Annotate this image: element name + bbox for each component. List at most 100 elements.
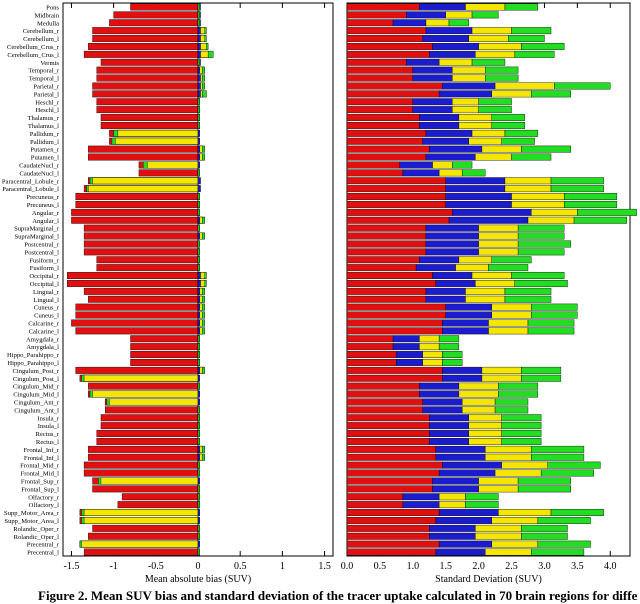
sd-bar-segment: [346, 106, 414, 114]
sd-bar-segment: [346, 453, 437, 461]
sd-bar-segment: [452, 161, 473, 169]
sd-bar-segment: [442, 366, 483, 374]
sd-bar-segment: [485, 66, 519, 74]
region-label: Fusiform_r: [29, 257, 59, 264]
sd-bar-segment: [491, 311, 532, 319]
sd-bar-segment: [419, 343, 440, 351]
bias-bar: [197, 445, 200, 453]
bias-bar: [113, 11, 199, 19]
sd-bar-segment: [468, 422, 502, 430]
sd-bar-segment: [498, 382, 539, 390]
sd-xtick-label: 3.0: [538, 561, 551, 572]
sd-bar-segment: [452, 66, 486, 74]
sd-bar-segment: [435, 453, 486, 461]
bias-bar: [197, 256, 200, 264]
sd-bar-segment: [425, 129, 473, 137]
region-label: Hippo_Parahippo_l: [7, 360, 59, 367]
sd-bar-segment: [514, 280, 568, 287]
bias-bar: [81, 540, 199, 548]
sd-bar-segment: [461, 169, 486, 177]
sd-bar-segment: [488, 319, 529, 327]
region-label: Frontal_Mid_l: [21, 471, 60, 478]
sd-bar-segment: [346, 493, 404, 501]
region-label: Postcentral_r: [24, 241, 60, 248]
region-label: Parietal_l: [34, 91, 59, 98]
sd-bar-segment: [478, 224, 519, 232]
sd-bar-segment: [346, 114, 420, 121]
sd-bar-segment: [346, 390, 420, 398]
sd-bar-segment: [406, 58, 440, 66]
sd-bar-segment: [475, 50, 516, 58]
bias-bar: [197, 3, 200, 11]
bias-bar: [197, 532, 200, 540]
bias-bar: [83, 248, 199, 256]
sd-bar-segment: [346, 264, 417, 272]
sd-bar-segment: [425, 19, 450, 27]
sd-bar-segment: [422, 398, 463, 406]
sd-bar-segment: [438, 169, 463, 177]
sd-bar-segment: [435, 517, 492, 524]
sd-bar-segment: [491, 90, 532, 98]
sd-bar-segment: [498, 390, 539, 398]
sd-bar-segment: [346, 122, 420, 129]
bias-bar: [96, 98, 199, 106]
bias-bar: [197, 35, 201, 42]
region-label: Cingulum_Mid_l: [13, 392, 59, 399]
sd-bar-segment: [346, 185, 446, 193]
sd-bar-segment: [346, 169, 404, 177]
bias-bar: [197, 493, 200, 501]
sd-bar-segment: [346, 303, 446, 311]
sd-bar-segment: [511, 27, 552, 35]
region-label: Fusiform_l: [30, 265, 59, 272]
sd-bar-segment: [402, 169, 440, 177]
sd-bar-segment: [422, 137, 469, 145]
sd-bar-segment: [438, 469, 496, 477]
bias-bar: [197, 19, 200, 27]
bias-bar: [197, 509, 200, 516]
region-label: SupraMarginal_l: [14, 234, 59, 241]
region-label: Frontal_Inf_r: [23, 447, 59, 454]
sd-bar-segment: [478, 477, 519, 485]
region-label: Cingulum_Post_l: [13, 376, 59, 383]
sd-bar-segment: [531, 303, 578, 311]
sd-bar-segment: [442, 327, 489, 335]
sd-bar-segment: [485, 445, 532, 453]
sd-bar-segment: [346, 477, 433, 485]
sd-bar-segment: [422, 35, 469, 42]
sd-bar-segment: [346, 272, 433, 279]
region-label: Precentral_r: [27, 542, 60, 549]
bias-bar: [71, 216, 199, 224]
sd-bar-segment: [461, 398, 496, 406]
sd-bar-segment: [563, 193, 618, 200]
sd-bar-segment: [346, 177, 446, 185]
sd-bar-segment: [465, 295, 506, 303]
sd-bar-segment: [419, 122, 460, 129]
sd-bar-segment: [438, 343, 460, 351]
sd-xtick-label: 4.0: [604, 561, 617, 572]
sd-bar-segment: [402, 501, 440, 509]
sd-bar-segment: [346, 445, 437, 453]
sd-bar-segment: [501, 137, 535, 145]
bias-bar: [197, 398, 200, 406]
sd-bar-segment: [531, 311, 578, 319]
bias-bar: [197, 50, 201, 58]
region-label: Lingual_l: [33, 297, 59, 304]
region-label: Hippo_Parahippo_r: [7, 352, 60, 359]
bias-bar: [100, 58, 199, 66]
sd-bar-segment: [537, 540, 591, 548]
bias-bar: [100, 114, 199, 121]
sd-bar-segment: [504, 3, 539, 11]
region-label: Frontal_Inf_l: [24, 455, 59, 462]
bias-bar: [197, 461, 200, 469]
bias-bar: [197, 517, 200, 524]
bias-bar: [100, 122, 199, 129]
sd-bar-segment: [491, 122, 525, 129]
bias-bar: [197, 106, 200, 114]
sd-bar-segment: [501, 422, 542, 430]
region-label: Paracentral_Lobule_l: [2, 186, 59, 193]
sd-bar-segment: [346, 248, 427, 256]
sd-bar-segment: [511, 153, 552, 161]
bias-bar: [109, 19, 199, 27]
sd-bar-segment: [458, 114, 492, 121]
region-label: Calcarine_l: [29, 328, 60, 335]
